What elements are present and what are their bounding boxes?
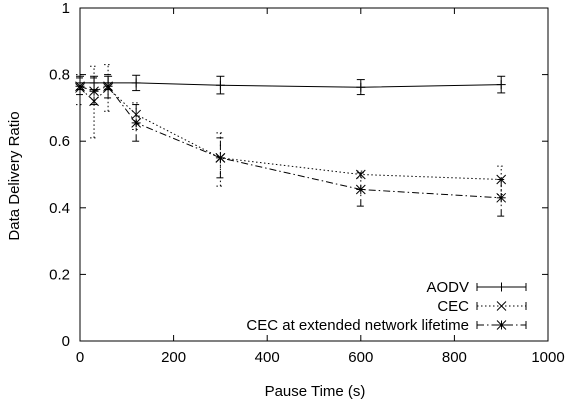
x-tick-label: 800 [442, 349, 467, 366]
plot-frame [79, 7, 549, 342]
series-2-legend-marker [496, 301, 507, 311]
y-tick-label: 0.4 [49, 200, 70, 217]
series-3-line [79, 85, 502, 199]
error-bar [90, 65, 99, 139]
x-axis-title: Pause Time (s) [265, 383, 366, 400]
series-1-line [80, 82, 502, 88]
series-2-point [89, 96, 99, 107]
y-tick-label: 0 [62, 333, 70, 350]
series-3-point [215, 152, 226, 163]
y-axis-title: Data Delivery Ratio [6, 111, 23, 240]
series-3-legend-marker [496, 320, 507, 330]
error-bar [76, 77, 84, 96]
series-1-legend-marker [497, 282, 506, 292]
series-2-line [79, 87, 502, 180]
series-2-point [131, 109, 142, 120]
x-tick-label: 0 [76, 349, 84, 366]
series-3-point [131, 118, 142, 128]
series-2-point [496, 174, 507, 185]
series-3-point [89, 86, 99, 97]
series-1-point [496, 80, 506, 90]
x-tick-label: 600 [348, 349, 373, 366]
series-1-point [356, 82, 366, 92]
y-tick-label: 0.8 [49, 67, 70, 84]
series-3-point [355, 184, 366, 195]
series-2-point [355, 169, 366, 180]
error-bar [104, 64, 113, 112]
series-1-point [89, 78, 99, 88]
series-3-point [103, 81, 113, 92]
series-3-point [75, 81, 85, 92]
x-tick-label: 400 [255, 349, 280, 366]
x-tick-label: 1000 [531, 349, 564, 366]
series-3-point [496, 192, 507, 203]
y-tick-label: 1 [62, 0, 70, 17]
series-1-point [131, 78, 141, 88]
series-2-legend-label: CEC [437, 298, 469, 315]
x-tick-label: 200 [161, 349, 186, 366]
series-1-point [215, 80, 225, 90]
y-tick-label: 0.6 [49, 133, 70, 150]
series-3-legend-label: CEC at extended network lifetime [246, 317, 469, 334]
series-1-legend-label: AODV [426, 279, 469, 296]
y-tick-label: 0.2 [49, 266, 70, 283]
